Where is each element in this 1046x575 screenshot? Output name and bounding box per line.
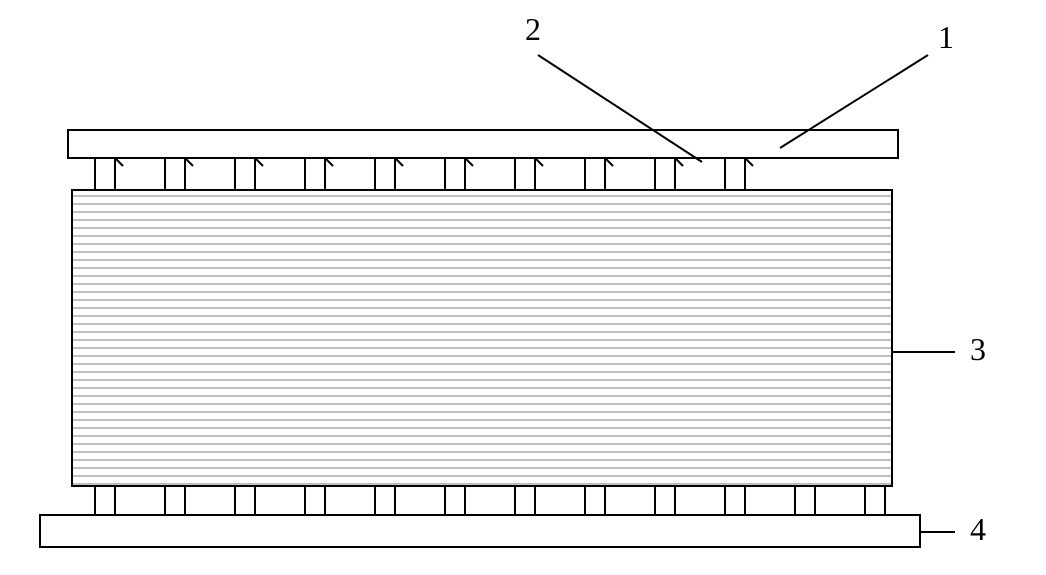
label-2: 2: [525, 11, 541, 47]
diagram-canvas: 1 2 3 4: [0, 0, 1046, 575]
bottom-plate: [40, 515, 920, 547]
hatched-block: [72, 190, 892, 486]
label-4: 4: [970, 511, 986, 547]
top-plate: [68, 130, 898, 158]
bottom-notches: [95, 486, 885, 515]
top-notches: [95, 158, 753, 190]
label-1: 1: [938, 19, 954, 55]
label-3: 3: [970, 331, 986, 367]
